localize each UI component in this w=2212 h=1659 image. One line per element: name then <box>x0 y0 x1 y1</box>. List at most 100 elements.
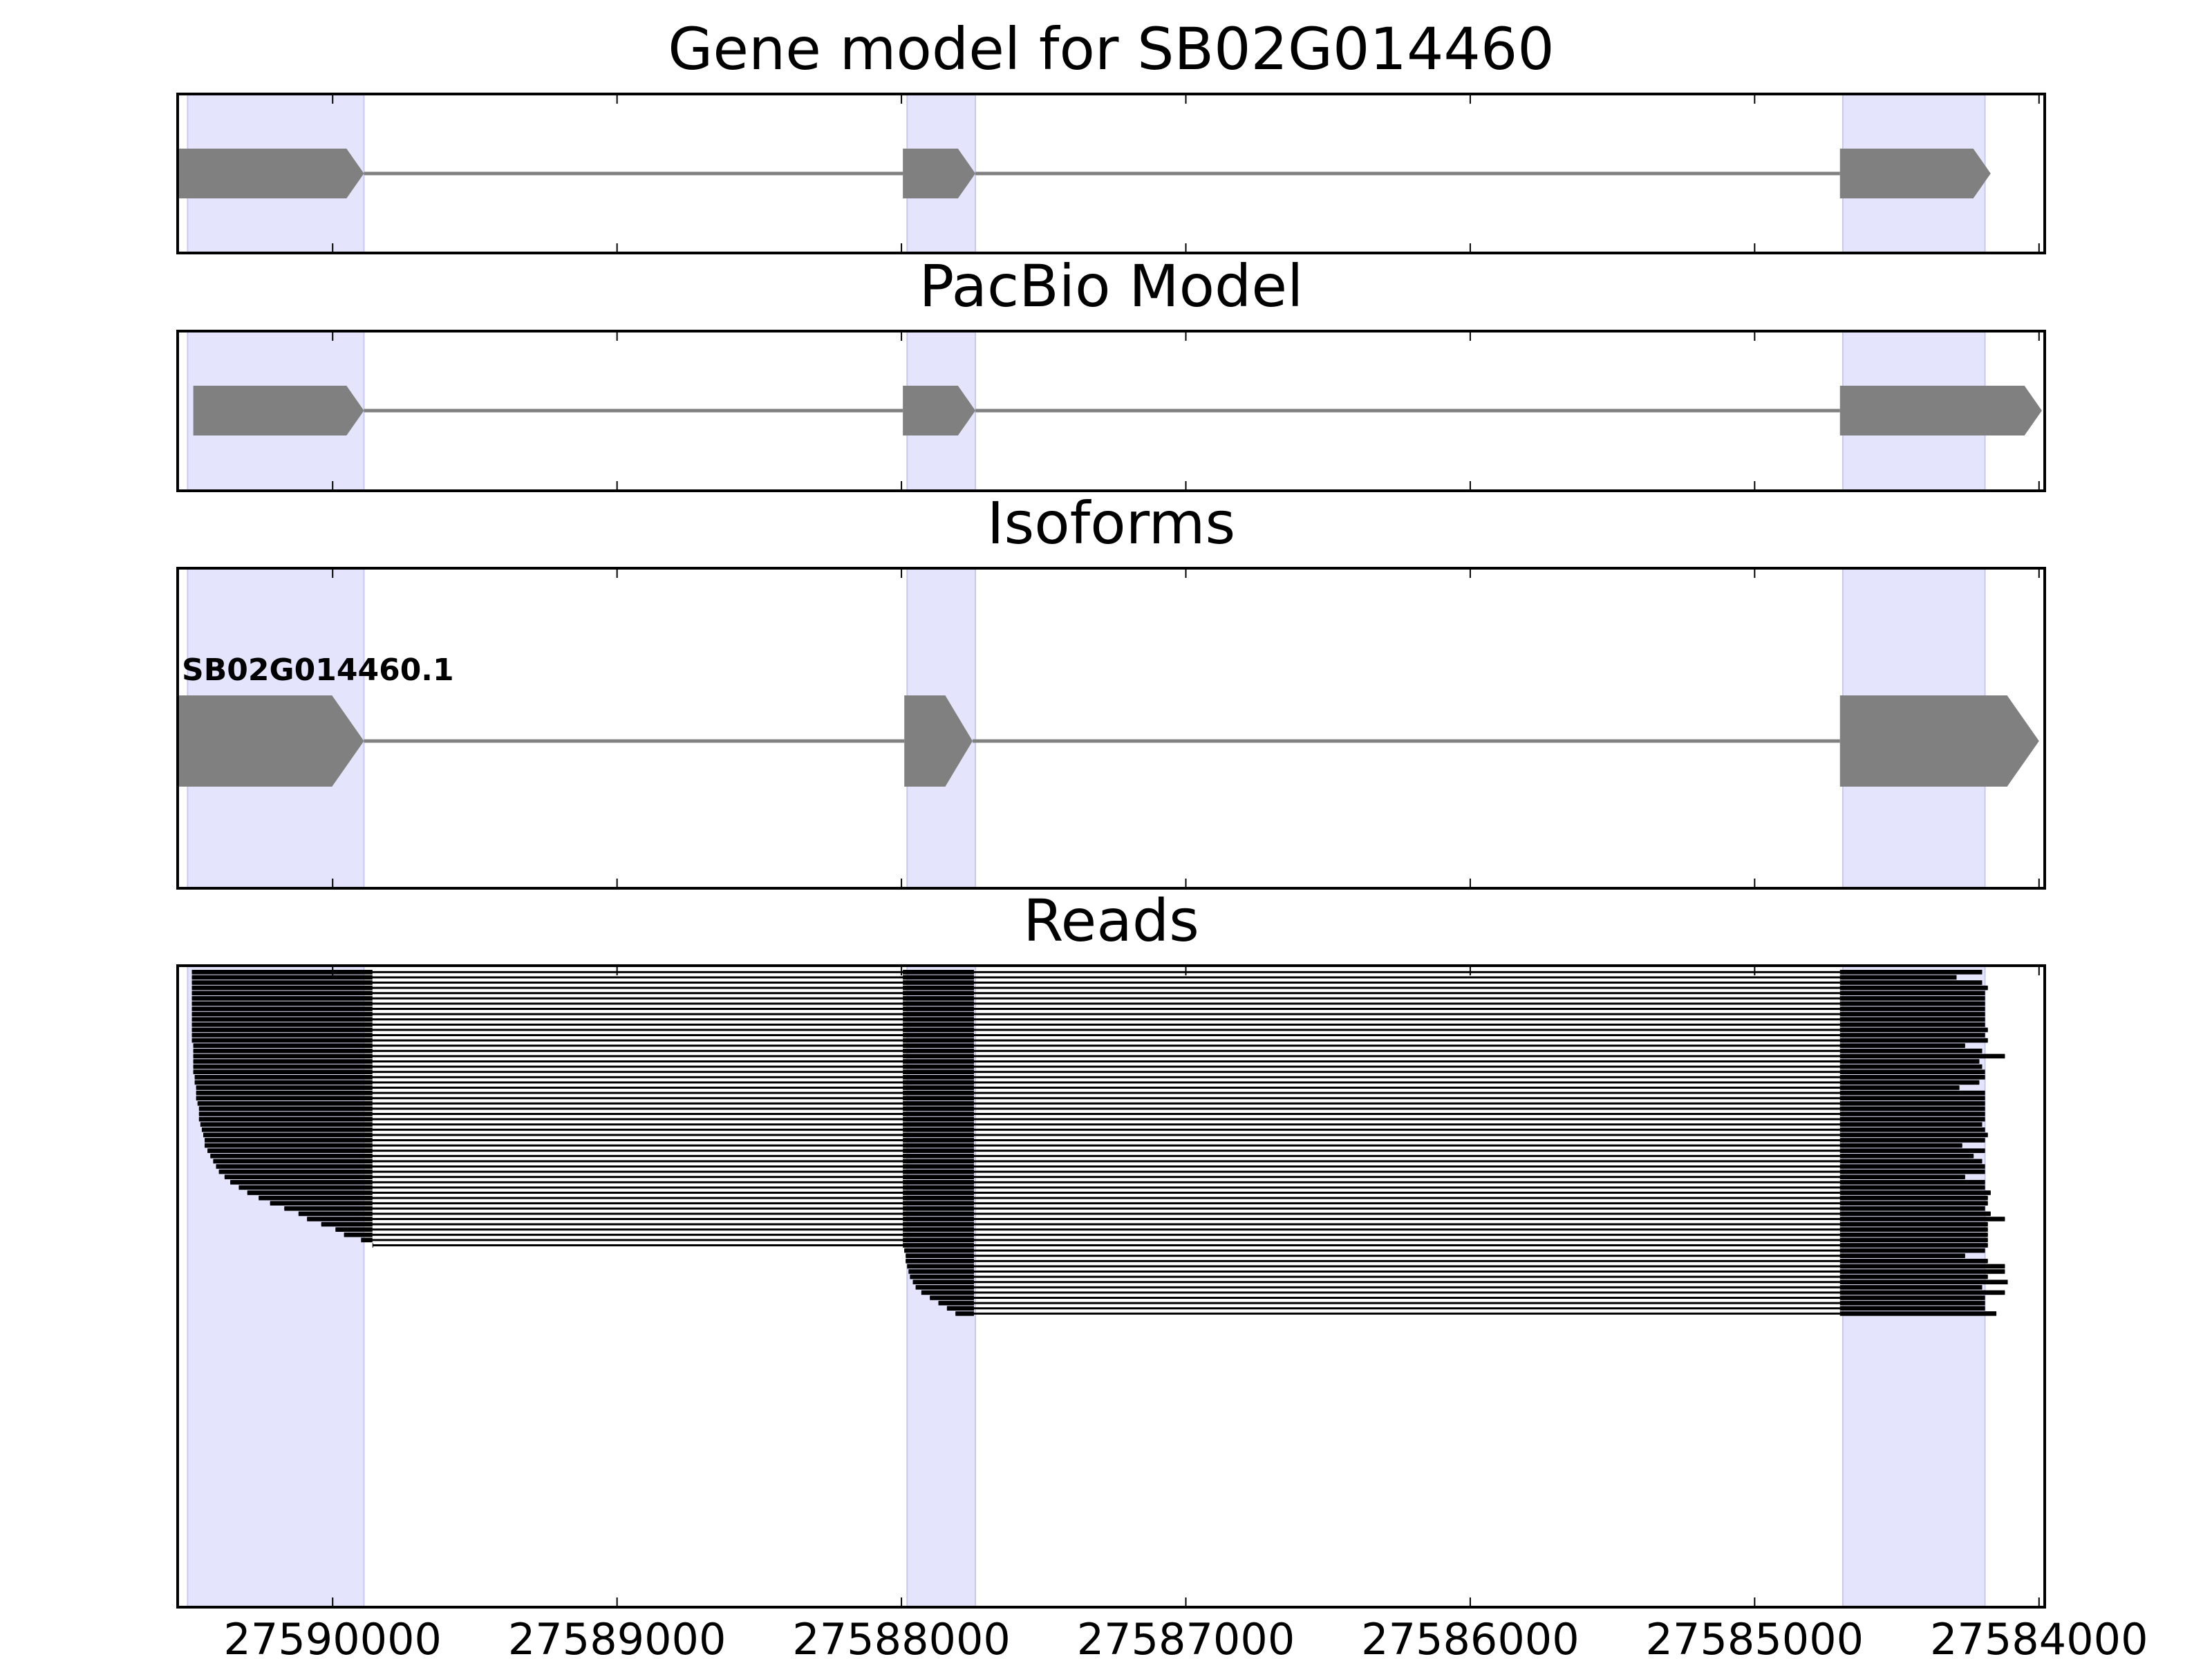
read <box>270 1201 1988 1206</box>
panel-frame <box>176 567 2046 890</box>
read-block <box>1839 1221 1988 1227</box>
read-block <box>191 985 373 991</box>
read-block <box>1839 1269 2005 1274</box>
panel-title: Isoforms <box>987 489 1236 557</box>
read-block <box>193 1064 373 1069</box>
read <box>205 1138 1985 1143</box>
read-block <box>198 1106 373 1112</box>
read-block <box>1839 1075 1985 1080</box>
read-block <box>903 970 974 975</box>
read-line <box>196 1097 1985 1100</box>
read-block <box>903 1201 974 1206</box>
read <box>210 1154 1974 1159</box>
read <box>191 1001 1985 1006</box>
read-line <box>284 1207 1985 1210</box>
read-block <box>908 1269 974 1274</box>
read-block <box>197 1101 373 1106</box>
read-line <box>193 1071 1985 1074</box>
read-block <box>344 1232 373 1237</box>
read-block <box>1839 1300 1985 1306</box>
read-block <box>1839 1311 1997 1316</box>
read-block <box>903 1090 974 1096</box>
read-block <box>1839 1174 1965 1179</box>
read <box>191 980 1983 985</box>
read <box>193 1053 2005 1059</box>
read-block <box>1839 1206 1985 1211</box>
read <box>218 1169 1985 1174</box>
read-line <box>191 1034 1985 1036</box>
read-block <box>903 1059 974 1064</box>
read <box>191 975 1957 980</box>
read-line <box>196 1091 1985 1094</box>
read-block <box>1839 996 1985 1001</box>
read <box>193 1043 1965 1048</box>
read-block <box>903 1043 974 1048</box>
read <box>946 1306 1985 1311</box>
read-line <box>191 982 1983 984</box>
read-block <box>1839 1022 1985 1027</box>
read-block <box>1839 1154 1974 1159</box>
read-block <box>903 1064 974 1069</box>
read-line <box>191 1002 1985 1005</box>
read-block <box>1839 1132 1988 1138</box>
read <box>921 1290 2005 1295</box>
read-block <box>191 970 373 975</box>
read <box>194 1075 1985 1080</box>
pacbio-model-exon <box>1839 386 2042 435</box>
panel-isoforms: Isoforms SB02G014460.1 <box>176 489 2046 890</box>
read-block <box>904 1248 974 1253</box>
read-block <box>903 1132 974 1138</box>
read-block <box>903 1217 974 1221</box>
read-block <box>903 1164 974 1169</box>
read <box>955 1311 1997 1316</box>
read-block <box>903 1080 974 1085</box>
read-block <box>1839 1274 1988 1280</box>
read-block <box>1839 985 1988 991</box>
read <box>372 1243 1988 1248</box>
read-block <box>903 985 974 991</box>
panel-pacbio-model: PacBio Model <box>176 252 2046 492</box>
read-block <box>903 1159 974 1164</box>
read-block <box>903 1022 974 1027</box>
read-line <box>210 1154 1974 1157</box>
read-block <box>1839 1259 1988 1264</box>
read <box>207 1148 1985 1153</box>
read-block <box>238 1185 373 1190</box>
x-tick-label: 27585000 <box>1646 1614 1864 1659</box>
read-line <box>191 997 1985 1000</box>
read-block <box>1839 1096 1985 1100</box>
read-block <box>1839 1143 1962 1148</box>
read <box>203 1132 1988 1138</box>
read <box>907 1264 2005 1269</box>
x-tick-label: 27589000 <box>508 1614 727 1659</box>
read-block <box>903 1195 974 1201</box>
read-block <box>1839 1201 1988 1206</box>
read-block <box>903 1053 974 1059</box>
read-block <box>903 1237 974 1243</box>
read-block <box>218 1169 373 1174</box>
read <box>196 1090 1985 1096</box>
read <box>198 1106 1985 1112</box>
read-block <box>903 1001 974 1006</box>
read-block <box>1839 1090 1985 1096</box>
read-block <box>903 1011 974 1017</box>
read-block <box>903 1101 974 1106</box>
read-block <box>946 1306 974 1311</box>
read-block <box>907 1264 974 1269</box>
read-block <box>903 1221 974 1227</box>
read <box>259 1195 1988 1201</box>
read-line <box>196 1087 1960 1089</box>
read-block <box>191 1027 373 1033</box>
read-block <box>921 1290 974 1295</box>
read-line <box>191 986 1988 989</box>
read <box>912 1280 2008 1284</box>
read-block <box>910 1274 974 1280</box>
read-block <box>1839 1049 1983 1053</box>
read-block <box>930 1295 974 1300</box>
read-block <box>196 1090 373 1096</box>
read-line <box>191 1029 1988 1031</box>
read-block <box>903 1038 974 1043</box>
read-line <box>207 1150 1985 1152</box>
read <box>193 1049 1983 1053</box>
read <box>191 1027 1988 1033</box>
